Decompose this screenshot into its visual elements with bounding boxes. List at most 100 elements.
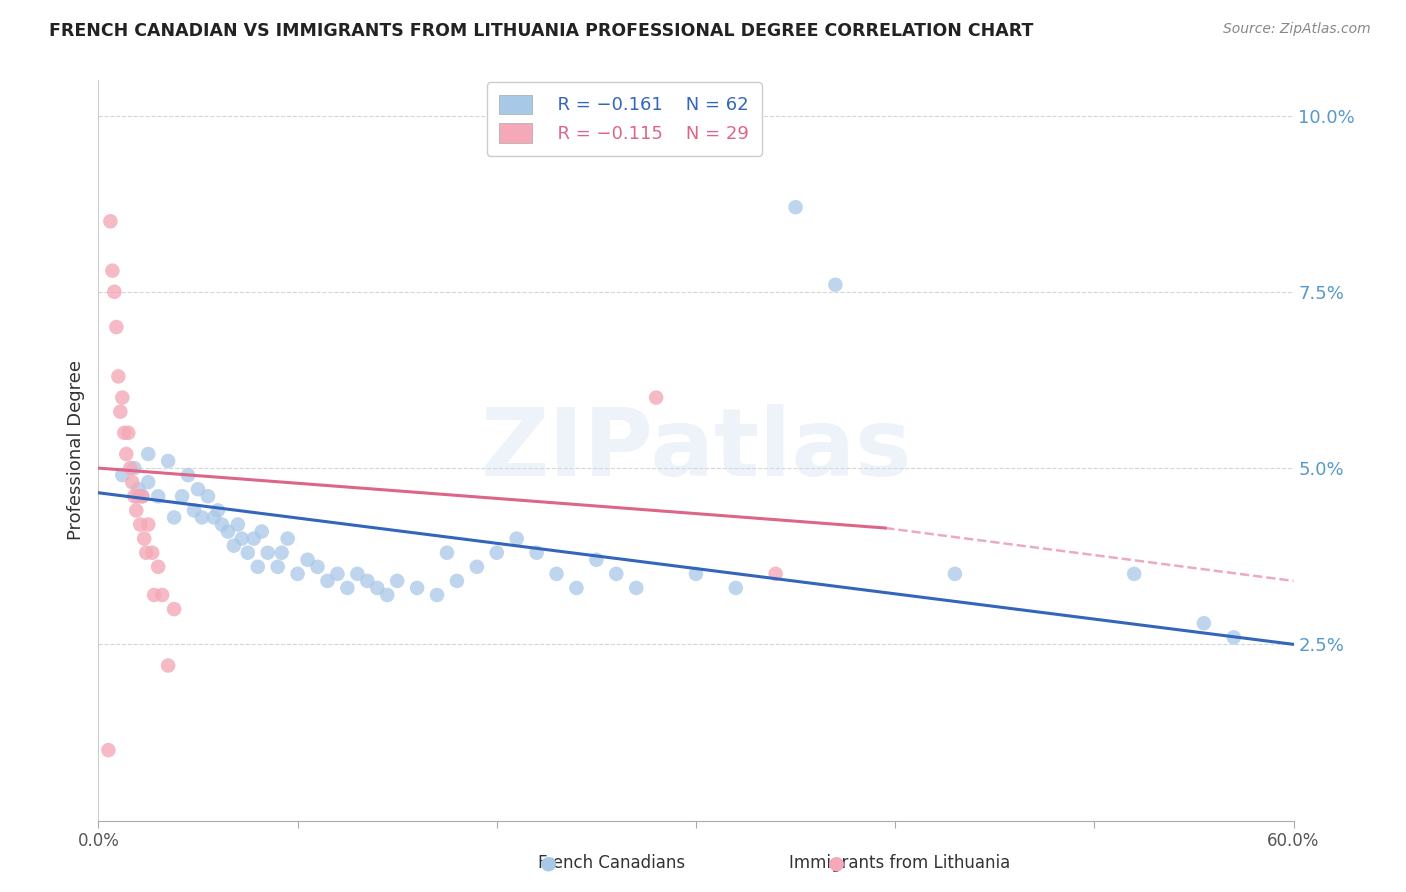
Point bbox=[136, 447, 159, 461]
Point bbox=[366, 581, 388, 595]
Point bbox=[465, 559, 488, 574]
Point bbox=[236, 546, 259, 560]
Text: ZIPatlas: ZIPatlas bbox=[481, 404, 911, 497]
Point bbox=[765, 566, 787, 581]
Point bbox=[375, 588, 398, 602]
Point bbox=[526, 546, 548, 560]
Point bbox=[202, 510, 225, 524]
Point bbox=[124, 461, 146, 475]
Text: FRENCH CANADIAN VS IMMIGRANTS FROM LITHUANIA PROFESSIONAL DEGREE CORRELATION CHA: FRENCH CANADIAN VS IMMIGRANTS FROM LITHU… bbox=[49, 22, 1033, 40]
Legend:   R = −0.161    N = 62,   R = −0.115    N = 29: R = −0.161 N = 62, R = −0.115 N = 29 bbox=[486, 82, 762, 156]
Point bbox=[111, 391, 134, 405]
Point bbox=[111, 468, 134, 483]
Point bbox=[131, 489, 153, 503]
Point bbox=[485, 546, 508, 560]
Y-axis label: Professional Degree: Professional Degree bbox=[66, 360, 84, 541]
Point bbox=[107, 369, 129, 384]
Point bbox=[645, 391, 668, 405]
Point bbox=[211, 517, 233, 532]
Point bbox=[157, 658, 180, 673]
Point bbox=[112, 425, 135, 440]
Point bbox=[143, 588, 166, 602]
Point bbox=[187, 482, 209, 496]
Point bbox=[307, 559, 329, 574]
Point bbox=[120, 461, 142, 475]
Point bbox=[246, 559, 269, 574]
Point bbox=[135, 546, 157, 560]
Point bbox=[163, 510, 186, 524]
Point bbox=[546, 566, 568, 581]
Point bbox=[385, 574, 409, 588]
Point bbox=[685, 566, 707, 581]
Point bbox=[121, 475, 143, 490]
Point bbox=[131, 489, 153, 503]
Point bbox=[177, 468, 200, 483]
Point bbox=[136, 517, 159, 532]
Point bbox=[191, 510, 214, 524]
Point bbox=[824, 277, 846, 292]
Text: ●: ● bbox=[540, 854, 557, 873]
Point bbox=[110, 405, 132, 419]
Point bbox=[222, 539, 245, 553]
Point bbox=[103, 285, 125, 299]
Point bbox=[336, 581, 359, 595]
Point bbox=[172, 489, 194, 503]
Point bbox=[243, 532, 266, 546]
Text: French Canadians: French Canadians bbox=[538, 855, 685, 872]
Point bbox=[287, 566, 309, 581]
Point bbox=[436, 546, 458, 560]
Point bbox=[316, 574, 339, 588]
Point bbox=[231, 532, 253, 546]
Point bbox=[226, 517, 249, 532]
Point bbox=[163, 602, 186, 616]
Point bbox=[356, 574, 378, 588]
Point bbox=[346, 566, 368, 581]
Text: ●: ● bbox=[828, 854, 845, 873]
Point bbox=[157, 454, 180, 468]
Point bbox=[326, 566, 349, 581]
Point bbox=[1192, 616, 1215, 631]
Point bbox=[297, 553, 319, 567]
Point bbox=[127, 482, 149, 496]
Point bbox=[150, 588, 173, 602]
Point bbox=[1223, 630, 1246, 644]
Point bbox=[565, 581, 588, 595]
Point bbox=[97, 743, 120, 757]
Point bbox=[134, 532, 156, 546]
Point bbox=[129, 517, 152, 532]
Point bbox=[136, 475, 159, 490]
Point bbox=[141, 546, 163, 560]
Point bbox=[250, 524, 273, 539]
Point bbox=[724, 581, 747, 595]
Point bbox=[148, 489, 170, 503]
Point bbox=[626, 581, 648, 595]
Point bbox=[1123, 566, 1146, 581]
Point bbox=[127, 489, 149, 503]
Point bbox=[207, 503, 229, 517]
Point bbox=[183, 503, 205, 517]
Point bbox=[277, 532, 299, 546]
Point bbox=[148, 559, 170, 574]
Point bbox=[117, 425, 139, 440]
Text: Immigrants from Lithuania: Immigrants from Lithuania bbox=[789, 855, 1011, 872]
Point bbox=[446, 574, 468, 588]
Point bbox=[101, 263, 124, 277]
Point bbox=[197, 489, 219, 503]
Point bbox=[105, 320, 128, 334]
Point bbox=[124, 489, 146, 503]
Point bbox=[270, 546, 292, 560]
Text: Source: ZipAtlas.com: Source: ZipAtlas.com bbox=[1223, 22, 1371, 37]
Point bbox=[506, 532, 529, 546]
Point bbox=[256, 546, 278, 560]
Point bbox=[217, 524, 239, 539]
Point bbox=[406, 581, 429, 595]
Point bbox=[98, 214, 122, 228]
Point bbox=[585, 553, 607, 567]
Point bbox=[115, 447, 138, 461]
Point bbox=[267, 559, 290, 574]
Point bbox=[943, 566, 966, 581]
Point bbox=[125, 503, 148, 517]
Point bbox=[605, 566, 627, 581]
Point bbox=[785, 200, 807, 214]
Point bbox=[426, 588, 449, 602]
